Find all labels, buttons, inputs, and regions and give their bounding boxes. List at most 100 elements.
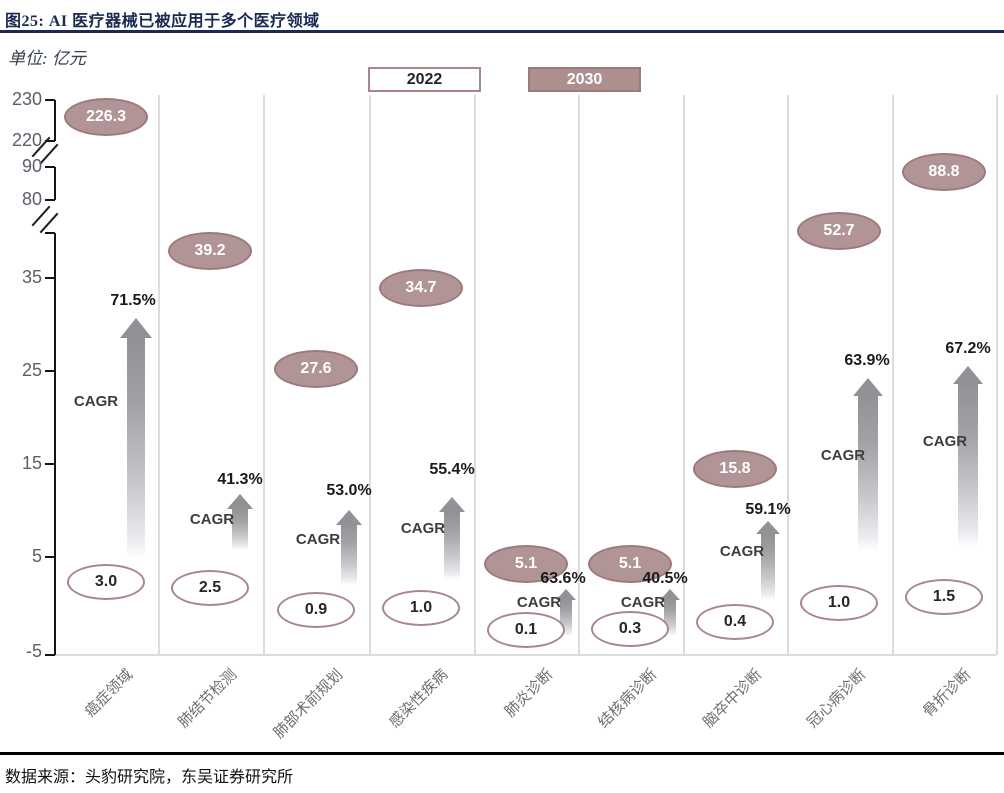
y-axis-label: 25 bbox=[21, 360, 42, 380]
y-axis-tick bbox=[45, 140, 55, 142]
column-separator bbox=[263, 95, 265, 655]
column-separator bbox=[578, 95, 580, 655]
cagr-value: 55.4% bbox=[429, 461, 475, 478]
bubble-2030: 52.7 bbox=[797, 212, 881, 250]
x-axis-label: 骨折诊断 bbox=[919, 666, 975, 721]
legend-item-2022: 2022 bbox=[368, 67, 481, 92]
cagr-arrow-head bbox=[226, 494, 253, 509]
legend-label-2030: 2030 bbox=[566, 70, 603, 88]
x-axis-label: 脑卒中诊断 bbox=[700, 666, 766, 732]
cagr-value: 40.5% bbox=[642, 570, 688, 587]
x-axis-label: 肺结节检测 bbox=[175, 666, 241, 732]
cagr-arrow-head bbox=[335, 510, 362, 525]
bubble-2030: 88.8 bbox=[902, 153, 986, 191]
cagr-value: 71.5% bbox=[110, 292, 156, 309]
cagr-arrow-head bbox=[952, 366, 983, 384]
cagr-arrow-head bbox=[120, 318, 152, 338]
cagr-arrow-head bbox=[756, 521, 780, 534]
column-separator bbox=[683, 95, 685, 655]
y-axis-tick bbox=[45, 463, 55, 465]
bubble-2030: 226.3 bbox=[64, 98, 148, 136]
y-axis-tick bbox=[45, 99, 55, 101]
x-axis-label: 冠心病诊断 bbox=[804, 666, 870, 732]
y-axis-tick bbox=[45, 556, 55, 558]
figure-title: 图25: AI 医疗器械已被应用于多个医疗领域 bbox=[5, 13, 320, 30]
cagr-label: CAGR bbox=[295, 531, 341, 548]
cagr-arrow-shaft bbox=[858, 395, 878, 550]
bubble-2022: 1.5 bbox=[905, 579, 983, 615]
cagr-label: CAGR bbox=[820, 447, 866, 464]
y-axis-tick bbox=[45, 166, 55, 168]
source-divider bbox=[0, 752, 1004, 755]
y-axis-tick bbox=[45, 199, 55, 201]
y-axis-tick bbox=[45, 370, 55, 372]
cagr-value: 53.0% bbox=[326, 482, 372, 499]
y-axis-tick bbox=[45, 277, 55, 279]
x-axis-label: 癌症领域 bbox=[81, 666, 137, 721]
cagr-value: 41.3% bbox=[217, 471, 263, 488]
x-axis-label: 结核病诊断 bbox=[595, 666, 661, 732]
data-source: 数据来源：头豹研究院，东吴证券研究所 bbox=[5, 769, 294, 786]
title-divider bbox=[0, 30, 1004, 33]
cagr-arrow-shaft bbox=[761, 533, 775, 600]
bubble-2030: 15.8 bbox=[693, 450, 777, 488]
y-axis-label: -5 bbox=[25, 641, 42, 661]
cagr-label: CAGR bbox=[620, 594, 666, 611]
bubble-2022: 2.5 bbox=[171, 570, 249, 606]
cagr-arrow-head bbox=[852, 378, 883, 396]
y-axis-line bbox=[54, 167, 56, 200]
bubble-2030: 5.1 bbox=[484, 545, 568, 583]
bubble-2022: 0.3 bbox=[591, 611, 669, 647]
unit-label: 单位: 亿元 bbox=[8, 49, 86, 68]
legend-label-2022: 2022 bbox=[406, 70, 443, 88]
y-axis-line bbox=[54, 233, 56, 655]
y-axis-label: 90 bbox=[21, 156, 42, 176]
x-axis-label: 肺部术前规划 bbox=[270, 666, 347, 742]
cagr-arrow-shaft bbox=[958, 383, 978, 547]
y-axis-label: 35 bbox=[21, 267, 42, 287]
column-separator bbox=[787, 95, 789, 655]
column-separator bbox=[892, 95, 894, 655]
cagr-arrow-head bbox=[438, 497, 465, 512]
legend-item-2030: 2030 bbox=[528, 67, 641, 92]
bubble-2022: 1.0 bbox=[382, 590, 460, 626]
bubble-2022: 0.4 bbox=[696, 604, 774, 640]
x-axis-label: 感染性疾病 bbox=[386, 666, 452, 732]
x-axis-label: 肺炎诊断 bbox=[501, 666, 557, 721]
category-axis-line bbox=[55, 654, 996, 656]
y-axis-label: 5 bbox=[31, 546, 42, 566]
cagr-label: CAGR bbox=[516, 594, 562, 611]
cagr-label: CAGR bbox=[73, 393, 119, 410]
y-axis-label: 220 bbox=[11, 130, 42, 150]
cagr-arrow-head bbox=[660, 589, 680, 600]
cagr-arrow-head bbox=[556, 589, 576, 600]
cagr-arrow-shaft bbox=[341, 524, 357, 585]
cagr-arrow-shaft bbox=[444, 511, 460, 580]
cagr-label: CAGR bbox=[189, 511, 235, 528]
y-axis-tick bbox=[45, 232, 55, 234]
bubble-2022: 3.0 bbox=[67, 564, 145, 600]
y-axis-label: 230 bbox=[11, 89, 42, 109]
bubble-2022: 1.0 bbox=[800, 585, 878, 621]
column-separator bbox=[474, 95, 476, 655]
y-axis-label: 80 bbox=[21, 189, 42, 209]
bubble-2030: 34.7 bbox=[379, 269, 463, 307]
y-axis-line bbox=[54, 100, 56, 141]
bubble-2022: 0.9 bbox=[277, 592, 355, 628]
cagr-label: CAGR bbox=[719, 543, 765, 560]
cagr-value: 63.6% bbox=[540, 570, 586, 587]
column-separator bbox=[158, 95, 160, 655]
cagr-label: CAGR bbox=[922, 433, 968, 450]
y-axis-label: 15 bbox=[21, 453, 42, 473]
column-separator bbox=[369, 95, 371, 655]
cagr-arrow-shaft bbox=[232, 508, 248, 550]
cagr-value: 59.1% bbox=[745, 501, 791, 518]
cagr-value: 63.9% bbox=[844, 352, 890, 369]
bubble-2022: 0.1 bbox=[487, 612, 565, 648]
cagr-arrow-shaft bbox=[127, 337, 145, 560]
bubble-2030: 39.2 bbox=[168, 232, 252, 270]
bubble-2030: 5.1 bbox=[588, 545, 672, 583]
y-axis-tick bbox=[45, 654, 55, 656]
